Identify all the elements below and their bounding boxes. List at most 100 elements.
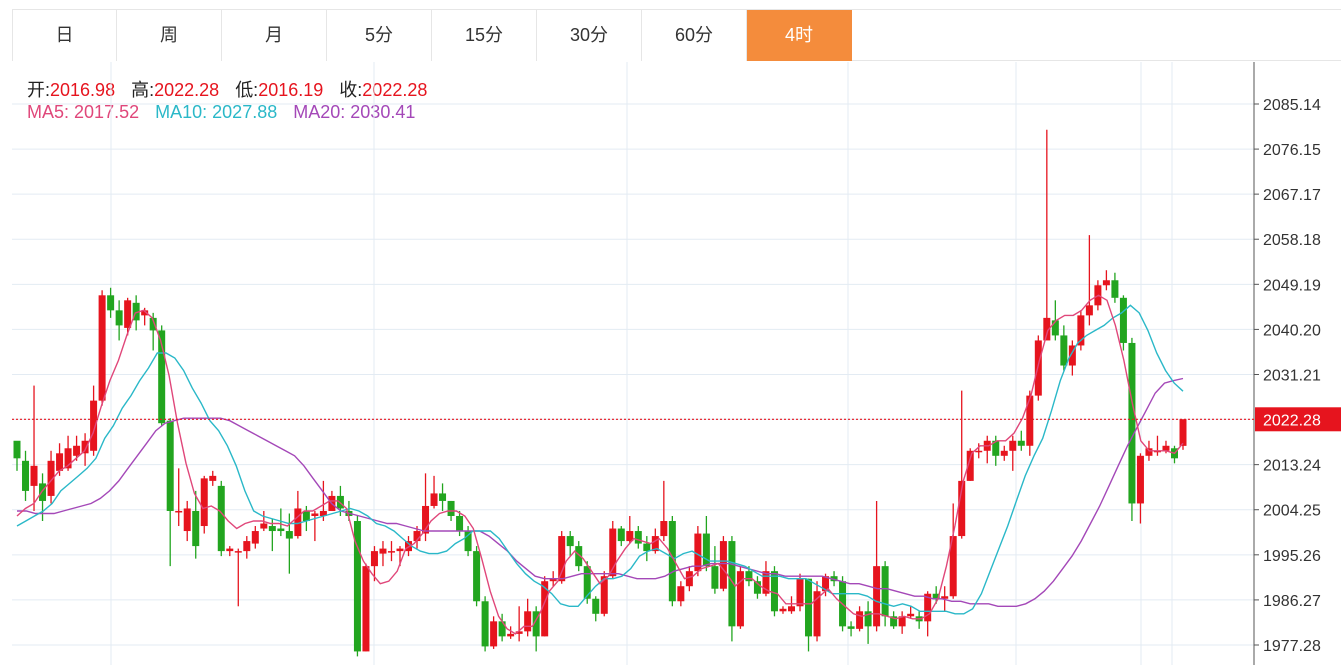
- candle-body: [319, 510, 327, 516]
- y-tick-label: 2049.19: [1263, 277, 1321, 294]
- y-tick-label: 2067.17: [1263, 187, 1321, 204]
- candle-body: [966, 450, 974, 481]
- y-tick-label: 2076.15: [1263, 142, 1321, 159]
- candle-body: [532, 611, 540, 637]
- candle-body: [107, 295, 115, 311]
- candle-body: [439, 493, 447, 501]
- close-label: 收:: [339, 80, 363, 100]
- ma20-line: [17, 377, 1184, 607]
- candle-body: [753, 581, 761, 594]
- tab-3[interactable]: 5分: [327, 10, 432, 61]
- candle-body: [175, 510, 183, 513]
- ma5-line: [16, 294, 1184, 635]
- candle-body: [141, 310, 149, 316]
- candle-body: [387, 551, 395, 553]
- candle-body: [158, 330, 166, 424]
- tab-6[interactable]: 60分: [642, 10, 747, 61]
- candle-body: [260, 523, 268, 529]
- candle-body: [1060, 335, 1068, 366]
- y-tick-label: 2031.21: [1263, 368, 1321, 385]
- y-tick-label: 2004.25: [1263, 503, 1321, 520]
- candle-body: [592, 598, 600, 614]
- candle-body: [643, 543, 651, 552]
- y-tick-label: 1977.28: [1263, 638, 1321, 655]
- candle-body: [124, 300, 132, 328]
- open-label: 开:: [27, 80, 51, 100]
- candle-body: [234, 551, 242, 553]
- candle-body: [719, 541, 727, 589]
- candle-body: [932, 593, 940, 599]
- tab-4[interactable]: 15分: [432, 10, 537, 61]
- candle-body: [541, 581, 549, 637]
- candle-body: [575, 546, 583, 567]
- candle-body: [1077, 315, 1085, 346]
- candle-body: [805, 578, 813, 637]
- high-value: 2022.28: [154, 80, 220, 100]
- candle-body: [779, 608, 787, 612]
- candle-body: [166, 420, 174, 511]
- candle-body: [711, 566, 719, 589]
- candle-body: [856, 611, 864, 629]
- candle-body: [1043, 317, 1051, 341]
- candle-body: [566, 536, 574, 547]
- ma-info: MA5: 2017.52 MA10: 2027.88 MA20: 2030.41: [27, 102, 415, 123]
- tab-7[interactable]: 4时: [747, 10, 852, 61]
- candle-body: [132, 302, 140, 321]
- tab-1[interactable]: 周: [117, 10, 222, 61]
- candle-body: [13, 440, 21, 459]
- candle-body: [447, 500, 455, 516]
- candle-body: [796, 578, 804, 607]
- candle-body: [30, 465, 38, 486]
- candle-body: [56, 453, 64, 471]
- candle-body: [22, 460, 30, 491]
- y-tick-label: 2040.20: [1263, 322, 1321, 339]
- candle-body: [243, 541, 251, 552]
- tab-5[interactable]: 30分: [537, 10, 642, 61]
- candle-body: [685, 571, 693, 587]
- candle-body: [583, 566, 591, 599]
- candle-body: [1051, 320, 1059, 336]
- close-value: 2022.28: [362, 80, 428, 100]
- candle-body: [609, 528, 617, 577]
- tab-2[interactable]: 月: [222, 10, 327, 61]
- candle-body: [251, 531, 259, 544]
- candle-body: [379, 548, 387, 554]
- candle-body: [864, 611, 872, 627]
- candle-body: [1000, 450, 1008, 456]
- candle-body: [651, 536, 659, 552]
- candle-body: [413, 531, 421, 542]
- candle-body: [481, 601, 489, 647]
- candle-body: [226, 548, 234, 552]
- candle-body: [507, 633, 515, 637]
- candle-body: [617, 528, 625, 542]
- candle-body: [98, 295, 106, 401]
- candle-body: [268, 526, 276, 532]
- candle-body: [873, 566, 881, 627]
- candle-body: [881, 566, 889, 617]
- y-tick-label: 2013.24: [1263, 458, 1321, 475]
- candle-body: [975, 450, 983, 453]
- candle-body: [822, 576, 830, 592]
- candle-body: [524, 611, 532, 632]
- candle-body: [149, 317, 157, 331]
- y-tick-label: 2085.14: [1263, 97, 1321, 114]
- low-value: 2016.19: [258, 80, 324, 100]
- candle-body: [115, 310, 123, 326]
- candle-body: [634, 531, 642, 544]
- candle-body: [422, 505, 430, 534]
- candle-body: [626, 531, 634, 542]
- y-tick-label: 1986.27: [1263, 593, 1321, 610]
- candle-body: [217, 485, 225, 552]
- ohlc-info: 开:2016.98 高:2022.28 低:2016.19 收:2022.28: [27, 76, 427, 102]
- tab-0[interactable]: 日: [12, 10, 117, 61]
- y-tick-label: 1995.26: [1263, 548, 1321, 565]
- candle-body: [1145, 448, 1153, 456]
- ma20-value: 2030.41: [350, 102, 416, 122]
- candle-body: [1119, 297, 1127, 343]
- candle-body: [600, 576, 608, 614]
- candle-body: [353, 521, 361, 652]
- candle-body: [1111, 280, 1119, 298]
- candle-body: [1068, 345, 1076, 366]
- candle-body: [787, 606, 795, 612]
